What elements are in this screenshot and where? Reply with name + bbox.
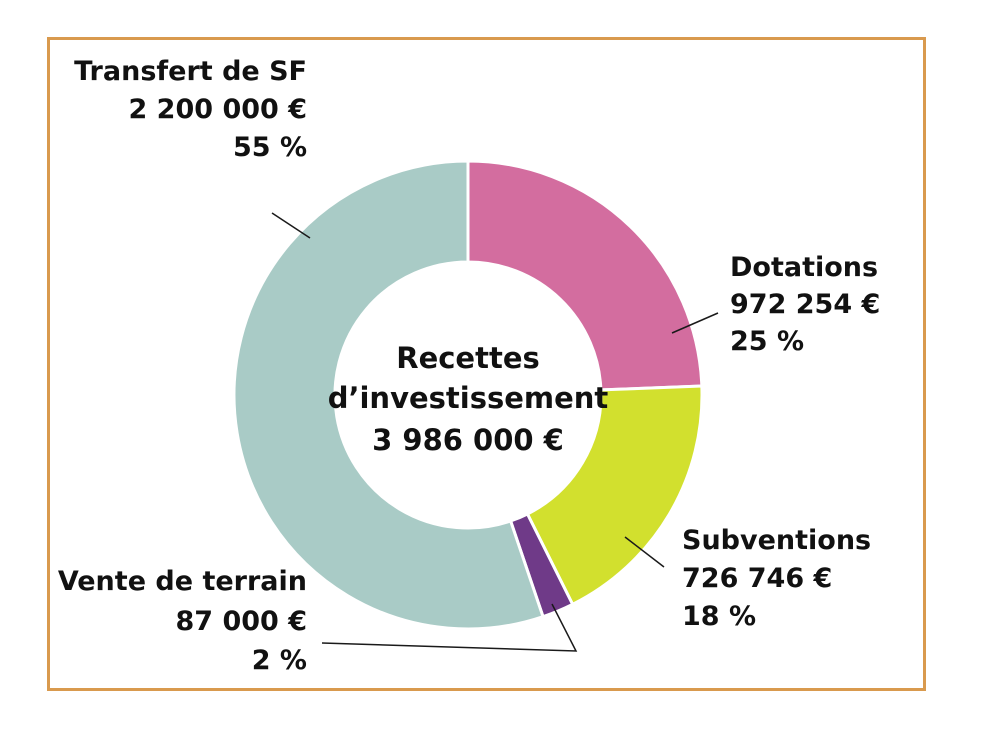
- slice-label-transfert-de-sf: Transfert de SF 2 200 000 € 55 %: [74, 56, 307, 163]
- center-label-line-1: Recettes: [396, 341, 540, 375]
- slice-dotations: [466, 159, 704, 392]
- slice-label-value: 2 200 000 €: [129, 94, 308, 125]
- leader-lines: [271, 212, 719, 652]
- slice-label-dotations: Dotations 972 254 € 25 %: [730, 252, 880, 357]
- slice-label-name: Dotations: [730, 252, 878, 283]
- center-label-line-2: d’investissement: [328, 381, 609, 415]
- slice-label-subventions: Subventions 726 746 € 18 %: [682, 525, 871, 632]
- slice-label-vente-de-terrain: Vente de terrain 87 000 € 2 %: [58, 566, 307, 676]
- leader-line-subventions: [624, 536, 665, 568]
- leader-line-transfert-de-sf: [271, 212, 311, 239]
- slice-label-percent: 2 %: [252, 645, 307, 676]
- slice-transfert-de-sf: [232, 159, 545, 631]
- slice-label-name: Vente de terrain: [58, 566, 307, 597]
- donut-slices: [232, 159, 704, 631]
- slice-label-value: 87 000 €: [175, 606, 307, 637]
- slice-label-percent: 55 %: [233, 132, 307, 163]
- chart-frame: [47, 37, 926, 691]
- center-label-total: 3 986 000 €: [372, 423, 564, 457]
- slice-subventions: [525, 384, 704, 607]
- slice-label-percent: 18 %: [682, 601, 756, 632]
- slice-label-name: Transfert de SF: [74, 56, 307, 87]
- slice-label-value: 972 254 €: [730, 289, 880, 320]
- leader-line-dotations: [671, 312, 719, 334]
- leader-line-vente-de-terrain: [321, 603, 578, 652]
- slice-label-value: 726 746 €: [682, 563, 832, 594]
- slice-label-name: Subventions: [682, 525, 871, 556]
- slice-label-percent: 25 %: [730, 326, 804, 357]
